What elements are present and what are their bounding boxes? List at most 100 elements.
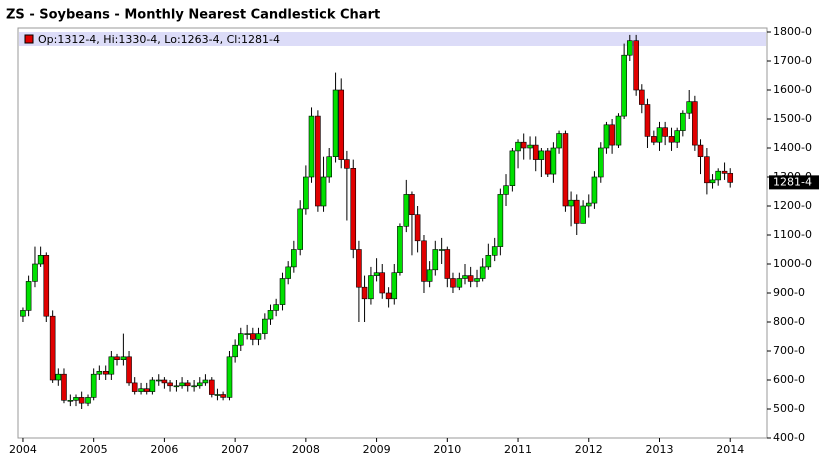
candle-body [202,379,209,384]
candle-body [102,370,109,375]
candle-body [250,333,256,340]
candle-body [114,356,120,360]
candle-body [237,333,244,346]
candle-body [55,373,62,381]
candle-body [25,281,32,311]
candle-body [267,310,274,320]
candle-body [285,266,291,279]
last-price-label: 1281-4 [773,175,812,188]
candle-body [67,399,74,402]
candle-body [85,397,91,404]
candle-body [532,144,539,160]
candle-body [226,356,233,398]
x-tick-label: 2010 [433,443,461,456]
y-tick-label: 400-0 [773,431,805,444]
candle-body [338,89,345,160]
candle-body [273,304,279,311]
candle-body [37,255,44,265]
candle-body [279,278,286,305]
candle-body [674,130,680,143]
candle-body [291,249,297,268]
candle-body [615,115,622,146]
candle-body [220,394,226,398]
candle-body [597,147,604,178]
candle-body [715,170,721,181]
candle-body [485,255,492,268]
candle-body [120,356,127,360]
candle-body [603,124,610,149]
candle-body [167,382,173,387]
candle-body [191,385,197,388]
y-tick-label: 1400-0 [773,141,812,154]
candle-body [438,249,445,251]
candle-body [668,136,675,143]
y-tick-label: 700-0 [773,344,805,357]
x-tick-label: 2006 [150,443,178,456]
candle-body [409,194,415,215]
candle-body [138,388,144,392]
y-tick-label: 1200-0 [773,199,812,212]
candle-body [32,263,38,282]
candle-body [161,379,168,384]
candle-body [704,156,710,184]
candle-body [491,246,498,256]
candle-body [662,127,668,137]
candle-body [244,333,250,335]
y-tick-label: 600-0 [773,373,805,386]
candle-body [503,185,509,195]
candle-body [527,144,533,149]
y-tick-label: 1600-0 [773,83,812,96]
candle-body [155,379,162,382]
candle-body [143,388,150,392]
candle-body [697,144,704,158]
candle-body [131,382,138,392]
candle-body [320,176,327,207]
candle-body [73,397,79,401]
candle-body [385,292,392,300]
candle-body [149,379,156,392]
candle-body [462,275,468,279]
candle-body [467,275,474,282]
x-tick-label: 2011 [504,443,532,456]
y-tick-label: 900-0 [773,286,805,299]
candle-body [232,344,238,358]
candle-body [585,202,592,207]
candle-body [426,269,433,282]
candle-body [179,382,185,387]
candle-body [368,275,374,300]
candle-body [680,112,686,131]
candle-body [421,240,427,282]
candle-body [308,115,315,178]
candle-body [344,159,350,169]
y-tick-label: 1100-0 [773,228,812,241]
x-tick-label: 2004 [9,443,37,456]
candle-body [580,205,586,224]
candle-body [562,133,569,207]
last-price-box [769,175,819,190]
x-tick-label: 2013 [645,443,673,456]
candle-body [414,214,421,242]
candle-body [61,373,67,401]
candle-body [456,278,463,288]
candle-body [497,194,504,247]
candle-body [391,272,398,300]
candle-body [96,370,103,375]
candle-body [255,333,262,340]
candle-body [126,356,132,384]
x-tick-label: 2014 [716,443,744,456]
candle-body [196,382,203,387]
candle-body [350,168,357,250]
candle-body [721,170,728,174]
candle-body [568,199,574,207]
candle-body [591,176,598,204]
candle-body [315,115,321,207]
candle-body [184,382,191,387]
candle-body [379,272,386,294]
candle-body [332,89,339,157]
candle-body [43,255,50,317]
candle-body [556,133,562,149]
candle-body [450,278,456,288]
x-tick-label: 2008 [292,443,320,456]
chart-title: ZS - Soybeans - Monthly Nearest Candlest… [6,8,380,23]
